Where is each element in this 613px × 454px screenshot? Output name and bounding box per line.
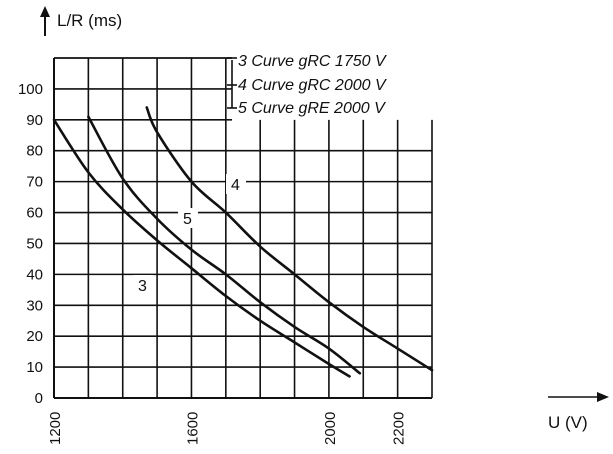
y-tick-label: 90 <box>26 112 43 129</box>
legend-entry-3: 3 Curve gRC 1750 V <box>238 53 387 70</box>
grid <box>53 57 433 399</box>
x-axis-title: U (V) <box>548 413 588 432</box>
legend-entry-4: 4 Curve gRC 2000 V <box>238 77 387 94</box>
series-3-line <box>52 118 351 378</box>
y-tick-label: 40 <box>26 266 43 283</box>
tick-labels: 0 10 20 30 40 50 60 70 80 90 100 1200 1600 2000 2200 <box>18 81 408 445</box>
curve-label-4-text: 4 <box>231 177 240 194</box>
x-tick-label: 1200 <box>47 412 64 445</box>
y-tick-label: 50 <box>26 235 43 252</box>
y-axis-arrow <box>40 6 50 36</box>
y-tick-label: 20 <box>26 328 43 345</box>
series-4-line <box>145 106 434 372</box>
x-tick-label: 2000 <box>322 412 339 445</box>
y-tick-label: 100 <box>18 81 43 98</box>
curve-label-3: 3 <box>133 275 153 295</box>
y-axis-title: L/R (ms) <box>57 11 122 30</box>
y-tick-label: 60 <box>26 205 43 222</box>
x-tick-label: 1600 <box>184 412 201 445</box>
y-tick-label: 70 <box>26 174 43 191</box>
y-tick-label: 30 <box>26 297 43 314</box>
curve-label-5-text: 5 <box>183 211 192 228</box>
y-tick-label: 10 <box>26 359 43 376</box>
curve-label-4: 4 <box>226 174 246 194</box>
x-axis-arrow <box>548 392 609 402</box>
y-tick-label: 80 <box>26 143 43 160</box>
x-tick-label: 2200 <box>391 412 408 445</box>
legend-bars <box>227 57 237 109</box>
y-tick-label: 0 <box>35 390 43 407</box>
series-lines <box>52 106 434 378</box>
curve-label-3-text: 3 <box>138 278 147 295</box>
legend-entry-5: 5 Curve gRE 2000 V <box>238 100 386 117</box>
curve-label-5: 5 <box>178 208 198 228</box>
series-5-line <box>87 115 362 375</box>
